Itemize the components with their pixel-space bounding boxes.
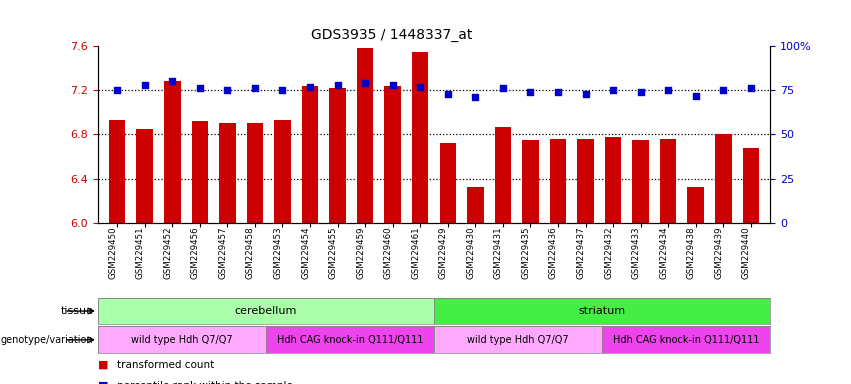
Text: Hdh CAG knock-in Q111/Q111: Hdh CAG knock-in Q111/Q111 bbox=[277, 335, 423, 345]
Bar bbox=[274, 120, 291, 223]
Bar bbox=[523, 140, 539, 223]
Text: GSM229435: GSM229435 bbox=[522, 227, 530, 279]
Text: GSM229461: GSM229461 bbox=[411, 227, 420, 279]
Point bbox=[165, 78, 179, 84]
Text: genotype/variation: genotype/variation bbox=[1, 335, 94, 345]
Point bbox=[469, 94, 483, 100]
Bar bbox=[329, 88, 346, 223]
Text: tissue: tissue bbox=[60, 306, 94, 316]
Point bbox=[248, 85, 262, 91]
Bar bbox=[715, 134, 732, 223]
Text: GSM229437: GSM229437 bbox=[576, 227, 585, 279]
Text: GSM229429: GSM229429 bbox=[439, 227, 448, 279]
Point bbox=[331, 82, 345, 88]
Text: GSM229457: GSM229457 bbox=[219, 227, 227, 279]
Bar bbox=[98, 326, 266, 353]
Bar bbox=[688, 187, 704, 223]
Text: ■: ■ bbox=[98, 360, 108, 370]
Text: GSM229432: GSM229432 bbox=[604, 227, 613, 279]
Bar bbox=[136, 129, 153, 223]
Text: GSM229431: GSM229431 bbox=[494, 227, 503, 279]
Bar bbox=[602, 326, 770, 353]
Point bbox=[303, 84, 317, 90]
Bar bbox=[357, 48, 374, 223]
Point bbox=[496, 85, 510, 91]
Text: wild type Hdh Q7/Q7: wild type Hdh Q7/Q7 bbox=[467, 335, 568, 345]
Bar bbox=[412, 51, 429, 223]
Text: GSM229434: GSM229434 bbox=[660, 227, 668, 279]
Text: GSM229436: GSM229436 bbox=[549, 227, 558, 279]
Point bbox=[386, 82, 399, 88]
Text: striatum: striatum bbox=[579, 306, 625, 316]
Bar bbox=[660, 139, 677, 223]
Text: GSM229451: GSM229451 bbox=[135, 227, 145, 279]
Bar bbox=[302, 86, 318, 223]
Bar bbox=[605, 137, 621, 223]
Text: GSM229439: GSM229439 bbox=[714, 227, 723, 279]
Text: GSM229433: GSM229433 bbox=[631, 227, 641, 279]
Bar bbox=[434, 298, 770, 324]
Bar bbox=[632, 140, 649, 223]
Point bbox=[551, 89, 565, 95]
Point bbox=[111, 87, 124, 93]
Bar bbox=[98, 298, 434, 324]
Bar bbox=[191, 121, 208, 223]
Point bbox=[661, 87, 675, 93]
Bar bbox=[434, 326, 602, 353]
Point bbox=[689, 93, 703, 99]
Text: GSM229453: GSM229453 bbox=[273, 227, 283, 279]
Text: transformed count: transformed count bbox=[117, 360, 214, 370]
Point bbox=[358, 80, 372, 86]
Point bbox=[606, 87, 620, 93]
Point bbox=[717, 87, 730, 93]
Text: GSM229430: GSM229430 bbox=[466, 227, 476, 279]
Point bbox=[634, 89, 648, 95]
Bar bbox=[439, 143, 456, 223]
Text: percentile rank within the sample: percentile rank within the sample bbox=[117, 381, 293, 384]
Point bbox=[276, 87, 289, 93]
Point bbox=[744, 85, 757, 91]
Bar bbox=[266, 326, 434, 353]
Text: GSM229454: GSM229454 bbox=[301, 227, 310, 279]
Point bbox=[523, 89, 537, 95]
Bar bbox=[385, 86, 401, 223]
Bar bbox=[550, 139, 566, 223]
Bar bbox=[247, 123, 263, 223]
Text: GSM229452: GSM229452 bbox=[163, 227, 172, 279]
Point bbox=[220, 87, 234, 93]
Bar bbox=[109, 120, 125, 223]
Text: GSM229450: GSM229450 bbox=[108, 227, 117, 279]
Bar bbox=[219, 123, 236, 223]
Point bbox=[441, 91, 454, 97]
Text: ■: ■ bbox=[98, 381, 108, 384]
Point bbox=[193, 85, 207, 91]
Bar bbox=[164, 81, 180, 223]
Text: GSM229458: GSM229458 bbox=[246, 227, 255, 279]
Text: GDS3935 / 1448337_at: GDS3935 / 1448337_at bbox=[311, 28, 472, 42]
Bar bbox=[467, 187, 483, 223]
Text: Hdh CAG knock-in Q111/Q111: Hdh CAG knock-in Q111/Q111 bbox=[613, 335, 759, 345]
Bar bbox=[743, 148, 759, 223]
Bar bbox=[577, 139, 594, 223]
Text: GSM229438: GSM229438 bbox=[687, 227, 696, 279]
Text: wild type Hdh Q7/Q7: wild type Hdh Q7/Q7 bbox=[131, 335, 232, 345]
Text: GSM229440: GSM229440 bbox=[742, 227, 751, 279]
Bar bbox=[494, 127, 511, 223]
Point bbox=[579, 91, 592, 97]
Text: cerebellum: cerebellum bbox=[235, 306, 297, 316]
Point bbox=[414, 84, 427, 90]
Text: GSM229455: GSM229455 bbox=[328, 227, 338, 279]
Text: GSM229459: GSM229459 bbox=[356, 227, 365, 279]
Text: GSM229460: GSM229460 bbox=[384, 227, 392, 279]
Text: GSM229456: GSM229456 bbox=[191, 227, 200, 279]
Point bbox=[138, 82, 151, 88]
